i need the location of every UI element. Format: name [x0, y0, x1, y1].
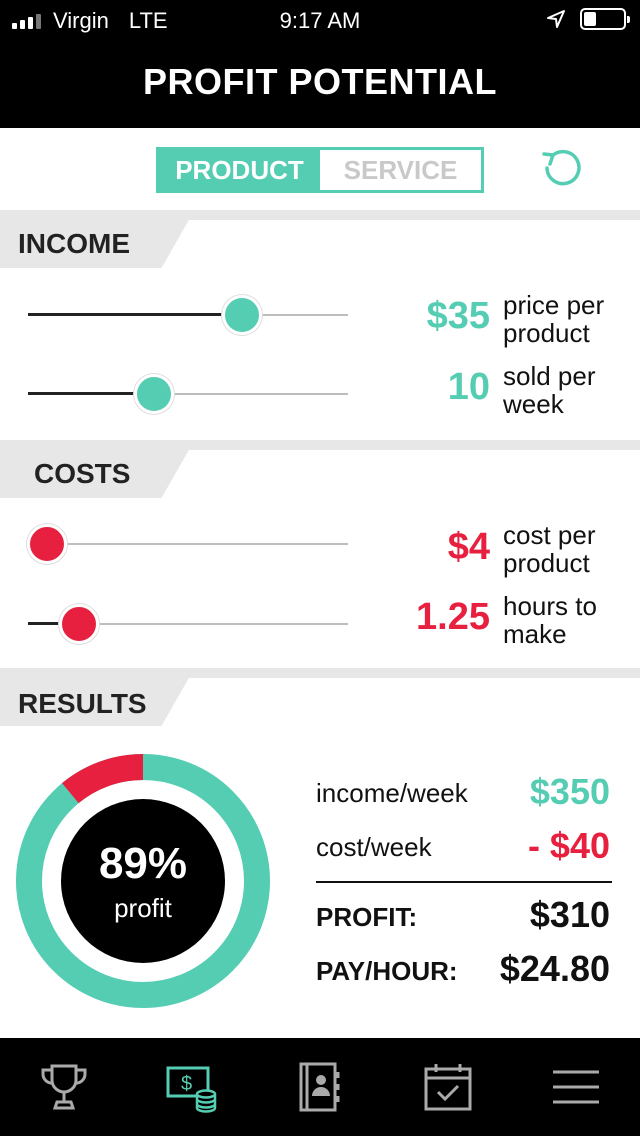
- pay-hour-label: PAY/HOUR:: [316, 956, 458, 986]
- profit-value: $310: [529, 894, 610, 935]
- profit-percent: 89%: [98, 839, 188, 888]
- profit-percent-label: profit: [114, 893, 172, 923]
- sold-desc-line2: week: [503, 389, 564, 419]
- slider-thumb[interactable]: [134, 374, 175, 414]
- signal-icon: [12, 13, 41, 29]
- profit-donut-chart: [16, 754, 270, 1008]
- section-divider: [0, 668, 640, 678]
- sold-value: 10: [447, 366, 490, 408]
- slider-track: [28, 623, 348, 625]
- tab-product[interactable]: PRODUCT: [159, 150, 320, 190]
- slider-thumb[interactable]: [27, 524, 68, 564]
- trophy-icon: [41, 1064, 87, 1110]
- status-time: 9:17 AM: [279, 8, 361, 33]
- cost-week-label: cost/week: [316, 832, 432, 862]
- tab-service[interactable]: SERVICE: [320, 150, 481, 190]
- price-slider[interactable]: [28, 295, 348, 335]
- costs-heading: COSTS: [34, 458, 131, 489]
- status-right: [546, 8, 630, 30]
- tab-contacts[interactable]: [256, 1038, 384, 1136]
- reset-icon[interactable]: [538, 146, 586, 194]
- hours-slider[interactable]: [28, 604, 348, 644]
- network-type: LTE: [128, 8, 168, 33]
- slider-thumb[interactable]: [59, 604, 100, 644]
- cost-value: $4: [447, 526, 490, 568]
- page-title: PROFIT POTENTIAL: [0, 40, 640, 128]
- results-heading: RESULTS: [18, 688, 147, 719]
- section-divider: [0, 210, 640, 220]
- cost-desc-line2: product: [503, 548, 590, 578]
- carrier-name: Virgin: [53, 8, 109, 33]
- hours-desc-line1: hours to: [503, 591, 597, 621]
- donut-cost-arc: [62, 754, 144, 804]
- income-week-value: $350: [529, 771, 610, 812]
- tab-trophy[interactable]: [0, 1038, 128, 1136]
- status-bar: Virgin LTE 9:17 AM: [0, 0, 640, 40]
- location-arrow-icon: [547, 10, 565, 28]
- price-desc: price per product: [503, 291, 633, 347]
- profit-label: PROFIT:: [316, 902, 418, 932]
- slider-track: [28, 543, 348, 545]
- bottom-tab-bar: $: [0, 1038, 640, 1136]
- slider-fill: [28, 622, 80, 625]
- slider-thumb[interactable]: [222, 295, 263, 335]
- contact-book-icon: [299, 1062, 340, 1112]
- results-divider: [316, 881, 612, 883]
- mode-toggle: PRODUCT SERVICE: [156, 147, 484, 193]
- slider-track: [28, 393, 348, 395]
- money-coins-icon: $: [166, 1066, 217, 1113]
- costs-tab-bg: [0, 448, 190, 498]
- status-left: Virgin LTE: [12, 8, 168, 34]
- cost-week-value: - $40: [527, 825, 610, 866]
- results-tab-bg: [0, 676, 190, 726]
- income-heading: INCOME: [18, 228, 130, 259]
- donut-center: 89% profit: [61, 799, 225, 963]
- sold-desc: sold per week: [503, 362, 633, 418]
- cost-desc-line1: cost per: [503, 520, 596, 550]
- tab-menu[interactable]: [512, 1038, 640, 1136]
- menu-icon: [553, 1070, 599, 1104]
- battery-icon: [580, 8, 630, 30]
- price-desc-line1: price per: [503, 290, 605, 320]
- sold-slider[interactable]: [28, 374, 348, 414]
- income-tab-bg: [0, 218, 190, 268]
- tab-money[interactable]: $: [128, 1038, 256, 1136]
- slider-fill: [28, 313, 243, 316]
- tab-calendar[interactable]: [384, 1038, 512, 1136]
- slider-fill: [28, 392, 155, 395]
- price-desc-line2: product: [503, 318, 590, 348]
- income-week-label: income/week: [316, 778, 468, 808]
- svg-text:$: $: [181, 1073, 192, 1095]
- sold-desc-line1: sold per: [503, 361, 596, 391]
- hours-desc-line2: make: [503, 619, 567, 649]
- hours-value: 1.25: [416, 596, 490, 638]
- cost-desc: cost per product: [503, 521, 633, 577]
- hours-desc: hours to make: [503, 592, 633, 648]
- calendar-check-icon: [424, 1064, 472, 1111]
- cost-slider[interactable]: [27, 524, 348, 564]
- section-divider: [0, 440, 640, 450]
- pay-hour-value: $24.80: [499, 948, 610, 989]
- price-value: $35: [426, 295, 490, 337]
- mode-toggle-row: PRODUCT SERVICE: [0, 128, 640, 210]
